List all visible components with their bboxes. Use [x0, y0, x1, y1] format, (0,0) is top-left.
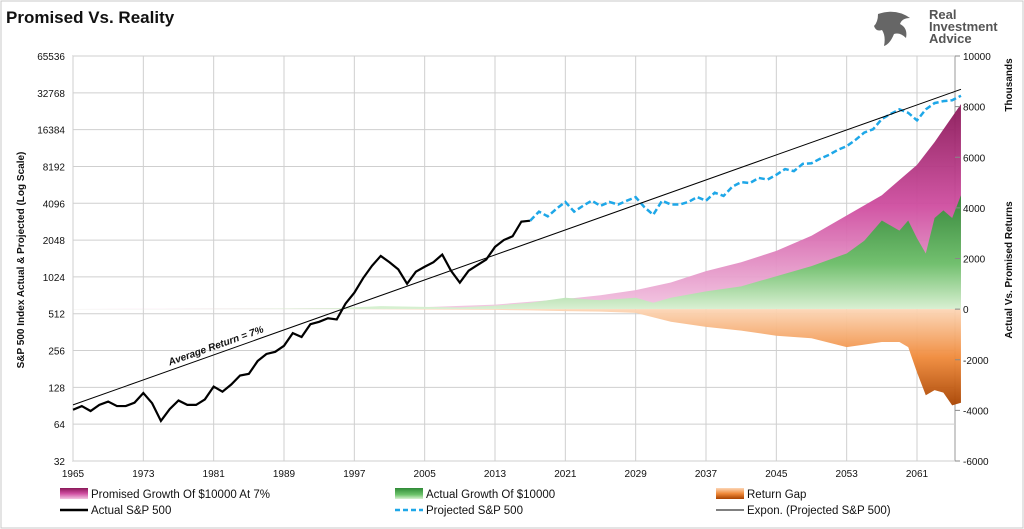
logo: Real Investment Advice	[874, 7, 998, 46]
x-tick-label: 1981	[203, 469, 226, 480]
logo-line-1: Real	[929, 7, 956, 22]
legend-label: Expon. (Projected S&P 500)	[747, 505, 891, 517]
y-left-tick-label: 4096	[43, 199, 66, 210]
y-left-tick-label: 16384	[37, 126, 65, 137]
y-right-tick-label: 10000	[963, 52, 991, 63]
y-left-tick-label: 1024	[43, 273, 66, 284]
legend-swatch-actual_growth	[395, 488, 423, 499]
x-tick-label: 2013	[484, 469, 507, 480]
y-right-tick-label: -6000	[963, 457, 989, 468]
x-tick-label: 2053	[836, 469, 859, 480]
series-expon-projected-s-p-500-	[72, 88, 962, 406]
chart-title: Promised Vs. Reality	[6, 8, 175, 27]
y-left-tick-label: 64	[54, 420, 66, 431]
legend-swatch-promised	[60, 488, 88, 499]
legend-label: Promised Growth Of $10000 At 7%	[91, 489, 270, 501]
y-right-tick-label: 4000	[963, 204, 986, 215]
legend-item: Return Gap	[716, 488, 806, 501]
x-tick-label: 2029	[625, 469, 648, 480]
x-tick-label: 2005	[414, 469, 437, 480]
legend-item: Expon. (Projected S&P 500)	[716, 505, 891, 517]
y-right-tick-label: 0	[963, 305, 969, 316]
y-left-tick-label: 32768	[37, 89, 65, 100]
y-left-label: S&P 500 Index Actual & Projected (Log Sc…	[16, 152, 27, 369]
legend-item: Actual S&P 500	[60, 505, 171, 517]
y-right-tick-label: 8000	[963, 103, 986, 114]
y-left-tick-label: 65536	[37, 52, 65, 63]
x-tick-label: 2037	[695, 469, 718, 480]
x-tick-label: 2061	[906, 469, 929, 480]
y-left-tick-label: 8192	[43, 162, 66, 173]
legend-label: Projected S&P 500	[426, 505, 523, 517]
x-tick-label: 1997	[343, 469, 366, 480]
y-right-units: Thousands	[1004, 58, 1015, 112]
y-left-tick-label: 256	[48, 347, 65, 358]
x-tick-label: 1973	[132, 469, 155, 480]
legend-item: Projected S&P 500	[395, 505, 523, 517]
legend-label: Return Gap	[747, 489, 806, 501]
area-actual-growth-of-10000	[73, 195, 961, 310]
y-left-tick-label: 128	[48, 383, 65, 394]
x-tick-label: 1989	[273, 469, 296, 480]
series-actual-s-p-500	[72, 219, 531, 424]
legend-swatch-gap	[716, 488, 744, 499]
x-tick-label: 2021	[554, 469, 577, 480]
y-left-tick-label: 2048	[43, 236, 66, 247]
area-return-gap	[73, 309, 961, 406]
legend-item: Actual Growth Of $10000	[395, 488, 555, 501]
eagle-logo-icon	[874, 11, 910, 46]
y-left-tick-label: 512	[48, 310, 65, 321]
logo-line-2: Investment	[929, 19, 998, 34]
y-right-tick-label: -4000	[963, 406, 989, 417]
legend-label: Actual Growth Of $10000	[426, 489, 555, 501]
legend-label: Actual S&P 500	[91, 505, 171, 517]
y-left-tick-label: 32	[54, 457, 66, 468]
x-tick-label: 2045	[765, 469, 788, 480]
y-right-tick-label: -2000	[963, 356, 989, 367]
y-right-tick-label: 6000	[963, 153, 986, 164]
y-right-tick-label: 2000	[963, 255, 986, 266]
series-projected-s-p-500	[529, 94, 962, 222]
x-tick-label: 1965	[62, 469, 85, 480]
logo-line-3: Advice	[929, 31, 972, 46]
legend-item: Promised Growth Of $10000 At 7%	[60, 488, 270, 501]
y-right-label: Actual Vs. Promised Returns	[1004, 201, 1015, 339]
